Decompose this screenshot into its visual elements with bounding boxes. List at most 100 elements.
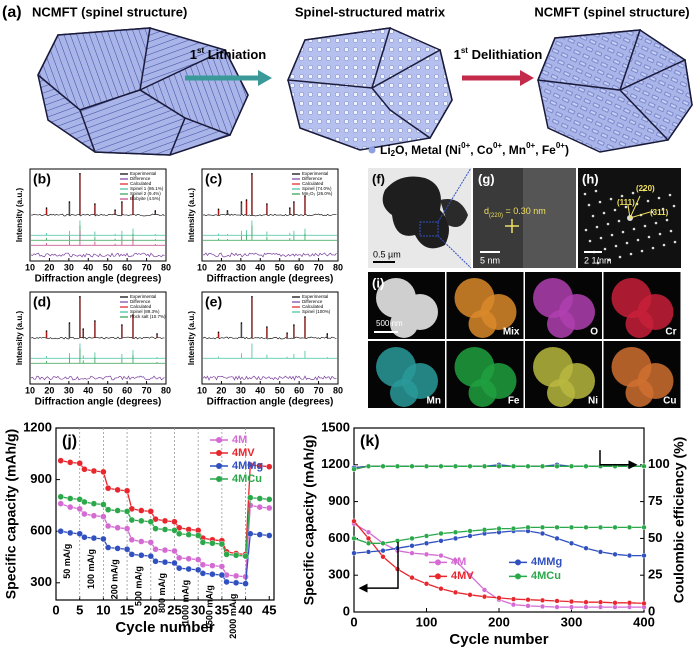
data-point xyxy=(452,529,459,535)
data-point xyxy=(539,524,546,530)
plane-label: (220) xyxy=(636,184,655,193)
x-tick-label: 20 xyxy=(44,262,54,272)
data-point xyxy=(81,498,88,506)
data-point xyxy=(247,461,254,469)
element-label: Mn xyxy=(427,396,441,407)
y2-tick-label: 100 xyxy=(648,456,670,471)
y-tick-label: 1500 xyxy=(321,419,350,434)
data-point xyxy=(481,463,488,469)
legend-part: , Fe xyxy=(535,143,556,157)
x-tick-label: 20 xyxy=(144,602,158,617)
panel-label: (f) xyxy=(372,171,385,186)
diffraction-spot xyxy=(613,208,617,212)
diffraction-spot xyxy=(642,188,646,192)
data-point xyxy=(597,599,604,605)
legend-label: Experimental xyxy=(302,294,328,299)
x-tick-label: 100 xyxy=(416,614,438,629)
data-point xyxy=(626,552,633,559)
x-tick-label: 70 xyxy=(314,385,324,395)
diffraction-spot xyxy=(602,211,606,215)
data-point xyxy=(232,579,240,586)
data-point xyxy=(266,532,273,539)
data-point xyxy=(171,547,178,555)
step-sup: st xyxy=(197,46,204,55)
legend-label: Difference xyxy=(302,299,323,304)
data-point xyxy=(438,552,444,559)
diffraction-spot xyxy=(631,191,635,195)
panel-label: (b) xyxy=(33,171,51,187)
legend-label: Difference xyxy=(302,176,323,181)
x-tick-label: 80 xyxy=(333,385,343,395)
x-tick-label: 70 xyxy=(314,262,324,272)
data-point xyxy=(81,466,88,473)
y-tick-label: 0 xyxy=(343,603,350,618)
data-point xyxy=(194,566,202,574)
data-point xyxy=(128,516,136,524)
vector xyxy=(629,195,641,219)
data-point xyxy=(100,513,107,520)
x-tick-label: 10 xyxy=(25,262,35,272)
x-tick-label: 300 xyxy=(561,614,583,629)
data-point xyxy=(199,561,207,568)
y2-tick-label: 0 xyxy=(648,603,655,618)
diffraction-spot xyxy=(599,236,603,240)
data-point xyxy=(452,535,459,542)
data-point xyxy=(626,604,633,610)
diffraction-spot xyxy=(668,193,672,197)
data-point xyxy=(641,600,647,607)
data-point xyxy=(409,575,415,581)
data-point xyxy=(114,486,121,494)
vector xyxy=(629,211,651,219)
x-tick-label: 15 xyxy=(120,602,134,617)
d-main: d xyxy=(484,206,489,216)
data-point xyxy=(510,463,517,469)
scale-label: 500 nm xyxy=(376,319,403,328)
data-point xyxy=(171,518,178,525)
arrowhead xyxy=(258,70,272,86)
data-point xyxy=(90,512,98,519)
legend-part: 0+ xyxy=(556,141,565,150)
legend-label: Calculated xyxy=(130,181,152,186)
scale-label: 2 1/nm xyxy=(584,255,612,265)
grain-middle xyxy=(286,27,453,151)
data-point xyxy=(57,500,64,507)
data-point xyxy=(539,603,546,610)
data-point xyxy=(409,543,415,549)
panel-label: (a) xyxy=(2,4,22,21)
y-tick-label: 900 xyxy=(328,493,350,508)
x-tick-label: 80 xyxy=(161,385,171,395)
x-tick-label: 20 xyxy=(216,385,226,395)
data-point xyxy=(409,535,415,542)
step-text: Lithiation xyxy=(204,47,266,62)
data-point xyxy=(90,534,98,542)
x-tick-label: 60 xyxy=(294,385,304,395)
data-point xyxy=(409,463,415,469)
data-point xyxy=(256,495,263,502)
y-tick-label: 600 xyxy=(30,523,52,538)
x-tick-label: 5 xyxy=(76,602,83,617)
data-point xyxy=(365,540,372,546)
data-point xyxy=(104,485,112,492)
data-point xyxy=(380,463,386,469)
x-tick-label: 30 xyxy=(236,262,246,272)
legend-marker xyxy=(216,463,222,469)
data-point xyxy=(568,463,575,469)
plane-label: (111) xyxy=(617,198,635,207)
data-point xyxy=(114,524,121,531)
axis-pointer xyxy=(599,450,638,470)
panel-label: (j) xyxy=(62,433,77,450)
data-point xyxy=(147,552,154,560)
data-point xyxy=(152,546,159,553)
data-point xyxy=(496,463,502,469)
data-point xyxy=(123,546,131,553)
legend-part: Li xyxy=(380,143,391,157)
data-point xyxy=(510,525,517,532)
x-tick-label: 40 xyxy=(255,262,265,272)
data-point xyxy=(583,545,589,551)
plane-label: (311) xyxy=(650,208,669,217)
rate-label: 50 mA/g xyxy=(62,544,72,579)
data-point xyxy=(67,459,74,466)
data-point xyxy=(539,463,546,469)
y-axis-label: Intensity (a.u.) xyxy=(15,311,24,366)
diffraction-spot xyxy=(673,240,677,244)
